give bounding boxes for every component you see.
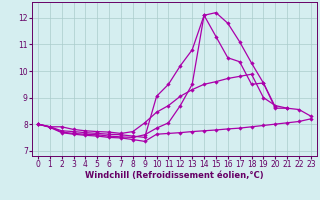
- X-axis label: Windchill (Refroidissement éolien,°C): Windchill (Refroidissement éolien,°C): [85, 171, 264, 180]
